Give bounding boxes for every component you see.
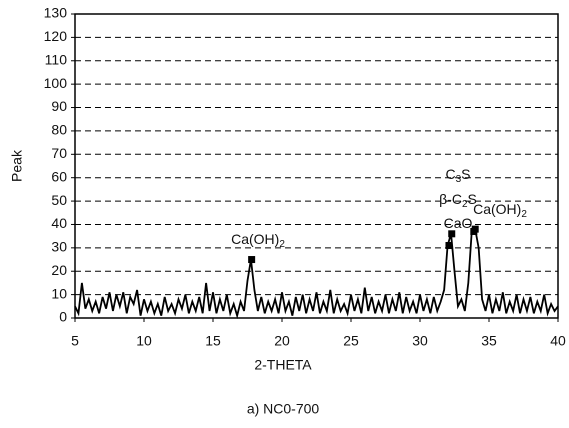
x-tick-label: 35 — [481, 333, 497, 349]
peak-marker — [248, 256, 256, 264]
x-tick-label: 5 — [71, 333, 79, 349]
y-tick-label: 70 — [51, 145, 67, 161]
y-tick-label: 100 — [44, 75, 68, 91]
y-tick-label: 90 — [51, 98, 67, 114]
annotation-part: Ca(OH) — [473, 201, 521, 217]
annotation: Ca(OH)2 — [473, 201, 527, 220]
annotation: CaO — [444, 215, 473, 231]
y-tick-label: 130 — [44, 5, 68, 21]
peak-marker — [471, 225, 479, 233]
annotation: β-C2S — [439, 191, 477, 210]
y-tick-label: 0 — [59, 309, 67, 325]
annotation-subscript: 3 — [456, 174, 462, 185]
x-tick-label: 30 — [412, 333, 428, 349]
annotation-part: Ca(OH) — [231, 231, 279, 247]
x-tick-label: 15 — [205, 333, 221, 349]
x-tick-label: 40 — [550, 333, 566, 349]
y-tick-label: 80 — [51, 122, 67, 138]
annotation-part: S — [461, 166, 470, 182]
annotation-part: β-C — [439, 191, 462, 207]
y-tick-label: 50 — [51, 192, 67, 208]
x-tick-label: 10 — [136, 333, 152, 349]
annotation-subscript: 2 — [279, 239, 285, 250]
y-tick-label: 60 — [51, 168, 67, 184]
x-axis-label: 2-THETA — [254, 357, 312, 373]
y-tick-label: 30 — [51, 239, 67, 255]
plot-frame — [74, 13, 559, 319]
data-line — [74, 227, 559, 320]
annotation-part: CaO — [444, 215, 473, 231]
y-tick-label: 120 — [44, 28, 68, 44]
annotation-subscript: 2 — [521, 209, 527, 220]
annotation-part: S — [468, 191, 477, 207]
y-tick-label: 40 — [51, 215, 67, 231]
y-axis-label: Peak — [9, 149, 25, 182]
annotation-subscript: 2 — [462, 199, 468, 210]
y-tick-label: 20 — [51, 262, 67, 278]
x-tick-label: 25 — [343, 333, 359, 349]
annotation-part: C — [445, 166, 455, 182]
caption: a) NC0-700 — [247, 401, 320, 417]
y-tick-label: 110 — [45, 51, 68, 67]
x-tick-label: 20 — [274, 333, 290, 349]
peak-marker — [445, 242, 453, 250]
y-tick-label: 10 — [51, 285, 67, 301]
annotation: C3S — [445, 166, 470, 185]
peak-marker — [448, 230, 456, 238]
annotation: Ca(OH)2 — [231, 231, 285, 250]
